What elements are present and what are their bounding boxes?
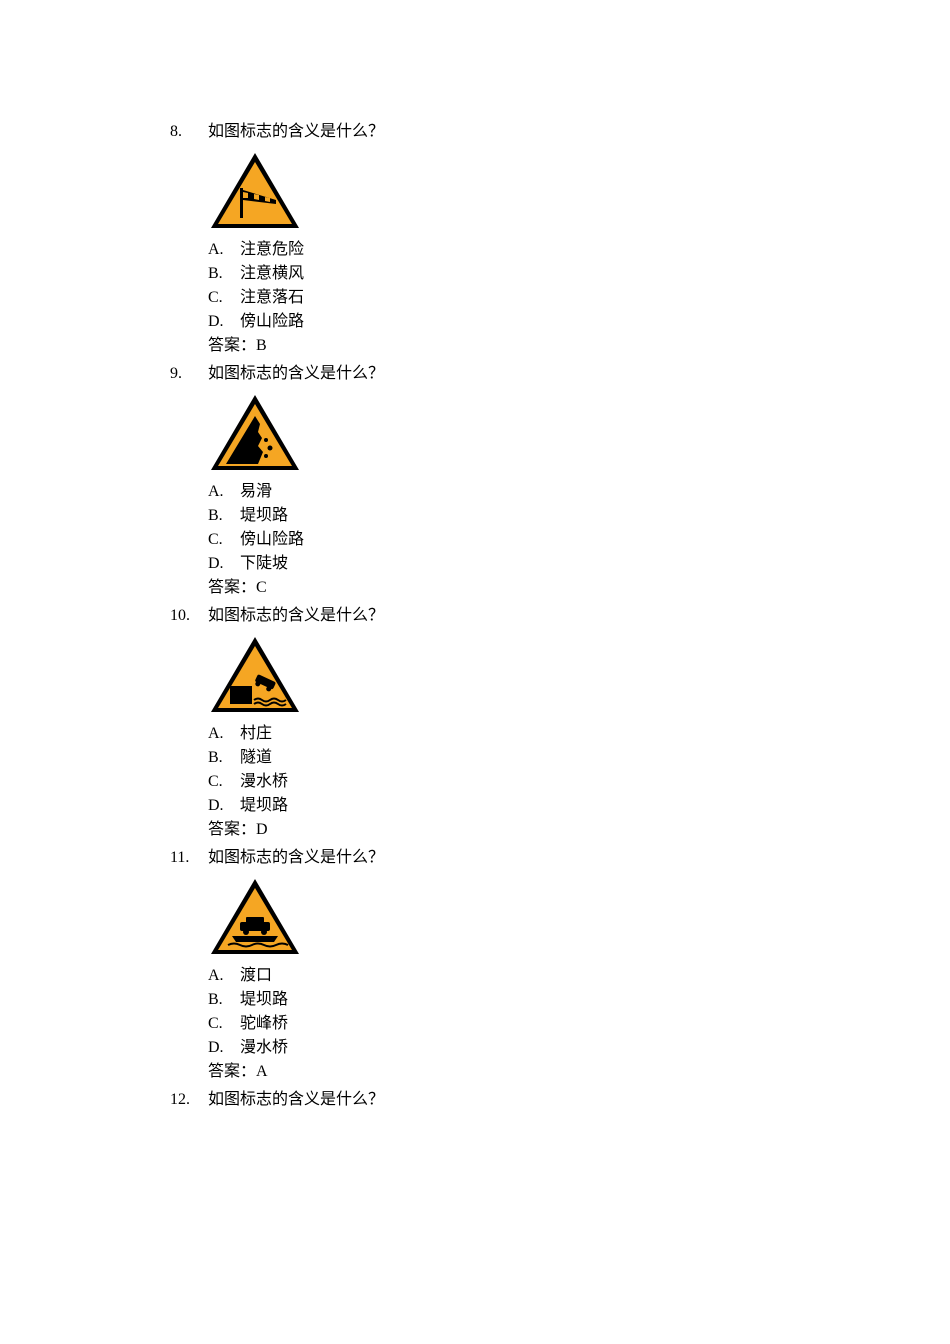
option-text: 漫水桥 xyxy=(240,1036,950,1060)
sign-image-cliff-road xyxy=(208,392,950,474)
option-text: 渡口 xyxy=(240,964,950,988)
option-d: D. 傍山险路 xyxy=(208,310,950,334)
option-b: B. 堤坝路 xyxy=(208,504,950,528)
question-10: 10. 如图标志的含义是什么？ A. xyxy=(170,604,950,842)
option-d: D. 堤坝路 xyxy=(208,794,950,818)
option-letter: B. xyxy=(208,746,240,770)
option-text: 堤坝路 xyxy=(240,504,950,528)
question-9: 9. 如图标志的含义是什么？ A. 易滑 B. 堤坝路 xyxy=(170,362,950,600)
embankment-sign-icon xyxy=(208,634,302,716)
option-text: 傍山险路 xyxy=(240,310,950,334)
option-a: A. 渡口 xyxy=(208,964,950,988)
option-b: B. 隧道 xyxy=(208,746,950,770)
option-letter: A. xyxy=(208,238,240,262)
option-letter: D. xyxy=(208,310,240,334)
option-letter: C. xyxy=(208,528,240,552)
question-text: 如图标志的含义是什么？ xyxy=(208,604,950,628)
question-number: 12. xyxy=(170,1088,208,1112)
option-letter: B. xyxy=(208,504,240,528)
answer-text: 答案：C xyxy=(208,576,950,600)
options-list: A. 村庄 B. 隧道 C. 漫水桥 D. 堤坝路 xyxy=(208,722,950,818)
sign-image-embankment xyxy=(208,634,950,716)
option-letter: B. xyxy=(208,262,240,286)
option-c: C. 驼峰桥 xyxy=(208,1012,950,1036)
option-a: A. 村庄 xyxy=(208,722,950,746)
option-d: D. 漫水桥 xyxy=(208,1036,950,1060)
question-header: 8. 如图标志的含义是什么？ xyxy=(170,120,950,144)
question-number: 9. xyxy=(170,362,208,386)
options-list: A. 易滑 B. 堤坝路 C. 傍山险路 D. 下陡坡 xyxy=(208,480,950,576)
option-text: 堤坝路 xyxy=(240,988,950,1012)
crosswind-sign-icon xyxy=(208,150,302,232)
sign-image-ferry xyxy=(208,876,950,958)
option-letter: C. xyxy=(208,286,240,310)
question-number: 11. xyxy=(170,846,208,870)
option-text: 隧道 xyxy=(240,746,950,770)
option-c: C. 傍山险路 xyxy=(208,528,950,552)
option-letter: B. xyxy=(208,988,240,1012)
option-c: C. 注意落石 xyxy=(208,286,950,310)
question-header: 11. 如图标志的含义是什么？ xyxy=(170,846,950,870)
question-text: 如图标志的含义是什么？ xyxy=(208,1088,950,1112)
option-letter: C. xyxy=(208,770,240,794)
option-a: A. 易滑 xyxy=(208,480,950,504)
question-text: 如图标志的含义是什么？ xyxy=(208,362,950,386)
question-header: 10. 如图标志的含义是什么？ xyxy=(170,604,950,628)
option-text: 下陡坡 xyxy=(240,552,950,576)
question-header: 9. 如图标志的含义是什么？ xyxy=(170,362,950,386)
options-list: A. 注意危险 B. 注意横风 C. 注意落石 D. 傍山险路 xyxy=(208,238,950,334)
question-header: 12. 如图标志的含义是什么？ xyxy=(170,1088,950,1112)
question-number: 10. xyxy=(170,604,208,628)
option-text: 漫水桥 xyxy=(240,770,950,794)
option-letter: A. xyxy=(208,722,240,746)
ferry-sign-icon xyxy=(208,876,302,958)
option-b: B. 堤坝路 xyxy=(208,988,950,1012)
option-text: 注意横风 xyxy=(240,262,950,286)
answer-text: 答案：D xyxy=(208,818,950,842)
option-letter: A. xyxy=(208,480,240,504)
page-content: 8. 如图标志的含义是什么？ A. 注意危险 B. xyxy=(0,0,950,1316)
option-d: D. 下陡坡 xyxy=(208,552,950,576)
question-8: 8. 如图标志的含义是什么？ A. 注意危险 B. xyxy=(170,120,950,358)
option-a: A. 注意危险 xyxy=(208,238,950,262)
option-b: B. 注意横风 xyxy=(208,262,950,286)
cliff-road-sign-icon xyxy=(208,392,302,474)
question-text: 如图标志的含义是什么？ xyxy=(208,120,950,144)
answer-text: 答案：A xyxy=(208,1060,950,1084)
option-text: 堤坝路 xyxy=(240,794,950,818)
answer-text: 答案：B xyxy=(208,334,950,358)
option-letter: D. xyxy=(208,1036,240,1060)
options-list: A. 渡口 B. 堤坝路 C. 驼峰桥 D. 漫水桥 xyxy=(208,964,950,1060)
option-text: 村庄 xyxy=(240,722,950,746)
option-c: C. 漫水桥 xyxy=(208,770,950,794)
option-text: 驼峰桥 xyxy=(240,1012,950,1036)
sign-image-crosswind xyxy=(208,150,950,232)
question-number: 8. xyxy=(170,120,208,144)
option-letter: A. xyxy=(208,964,240,988)
option-text: 傍山险路 xyxy=(240,528,950,552)
option-letter: D. xyxy=(208,794,240,818)
option-letter: D. xyxy=(208,552,240,576)
question-text: 如图标志的含义是什么？ xyxy=(208,846,950,870)
question-11: 11. 如图标志的含义是什么？ A. 渡口 xyxy=(170,846,950,1084)
option-text: 易滑 xyxy=(240,480,950,504)
option-text: 注意危险 xyxy=(240,238,950,262)
question-12: 12. 如图标志的含义是什么？ xyxy=(170,1088,950,1112)
option-text: 注意落石 xyxy=(240,286,950,310)
option-letter: C. xyxy=(208,1012,240,1036)
